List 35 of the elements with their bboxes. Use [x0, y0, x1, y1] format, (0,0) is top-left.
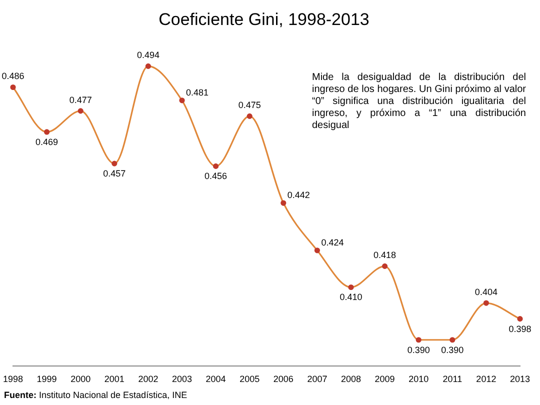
data-label: 0.398	[508, 324, 532, 334]
x-tick-label: 1998	[2, 374, 24, 384]
data-label: 0.494	[136, 50, 160, 60]
annotation: Mide la desigualdad de la distribución del ingreso de los hogares. Un Gini próximo al valor “0” significa una distribución igualitaria del ingreso, y próximo a “1” una distribución desigual	[312, 72, 526, 132]
x-tick-label: 2012	[476, 374, 496, 384]
data-label: 0.390	[441, 344, 464, 355]
x-tick-label: 2010	[408, 374, 429, 384]
data-label: 0.442	[287, 190, 310, 200]
x-tick-label: 2008	[340, 374, 362, 384]
data-label: 0.477	[69, 94, 92, 105]
data-label: 0.457	[103, 168, 126, 179]
data-label: 0.486	[2, 71, 24, 82]
data-label: 0.404	[474, 287, 498, 298]
x-tick-label: 2002	[138, 374, 158, 384]
data-label: 0.475	[238, 100, 261, 110]
data-label: 0.390	[407, 344, 430, 355]
data-label: 0.469	[36, 136, 58, 147]
data-label: 0.424	[321, 237, 344, 248]
x-tick-label: 2006	[273, 374, 294, 384]
x-tick-label: 2004	[206, 374, 226, 384]
x-tick-label: 2000	[70, 374, 91, 384]
data-label: 0.418	[374, 250, 396, 260]
x-tick-label: 2011	[442, 374, 462, 384]
source-note: Fuente: Instituto Nacional de Estadística, INE	[4, 390, 188, 400]
x-tick-label: 2003	[172, 374, 192, 384]
x-tick-label: 2009	[374, 374, 395, 384]
data-label: 0.481	[186, 87, 209, 98]
x-tick-label: 2013	[510, 374, 530, 384]
data-label: 0.410	[340, 292, 362, 302]
x-tick-label: 2007	[307, 374, 328, 384]
data-label: 0.456	[204, 171, 228, 182]
x-tick-label: 2005	[240, 374, 260, 384]
x-tick-label: 2001	[104, 374, 124, 384]
chart-title: Coeficiente Gini, 1998-2013	[158, 10, 370, 29]
x-tick-label: 1999	[36, 374, 57, 384]
